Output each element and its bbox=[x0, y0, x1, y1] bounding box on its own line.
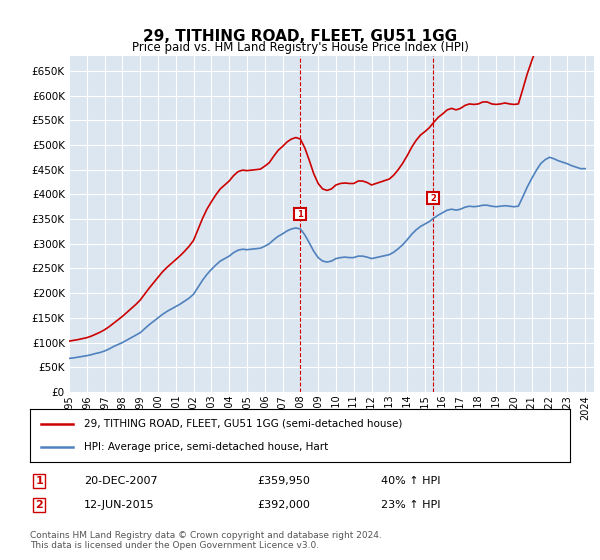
Text: 29, TITHING ROAD, FLEET, GU51 1GG (semi-detached house): 29, TITHING ROAD, FLEET, GU51 1GG (semi-… bbox=[84, 419, 403, 429]
Text: 40% ↑ HPI: 40% ↑ HPI bbox=[381, 476, 440, 486]
Text: Contains HM Land Registry data © Crown copyright and database right 2024.
This d: Contains HM Land Registry data © Crown c… bbox=[30, 531, 382, 550]
Text: 2: 2 bbox=[430, 194, 436, 203]
Text: 20-DEC-2007: 20-DEC-2007 bbox=[84, 476, 158, 486]
Text: 12-JUN-2015: 12-JUN-2015 bbox=[84, 500, 155, 510]
Text: £359,950: £359,950 bbox=[257, 476, 310, 486]
Text: Price paid vs. HM Land Registry's House Price Index (HPI): Price paid vs. HM Land Registry's House … bbox=[131, 41, 469, 54]
Text: 2: 2 bbox=[35, 500, 43, 510]
Text: 1: 1 bbox=[35, 476, 43, 486]
Text: 29, TITHING ROAD, FLEET, GU51 1GG: 29, TITHING ROAD, FLEET, GU51 1GG bbox=[143, 29, 457, 44]
Text: 23% ↑ HPI: 23% ↑ HPI bbox=[381, 500, 440, 510]
Text: HPI: Average price, semi-detached house, Hart: HPI: Average price, semi-detached house,… bbox=[84, 442, 328, 452]
Text: 1: 1 bbox=[297, 209, 303, 218]
Text: £392,000: £392,000 bbox=[257, 500, 310, 510]
